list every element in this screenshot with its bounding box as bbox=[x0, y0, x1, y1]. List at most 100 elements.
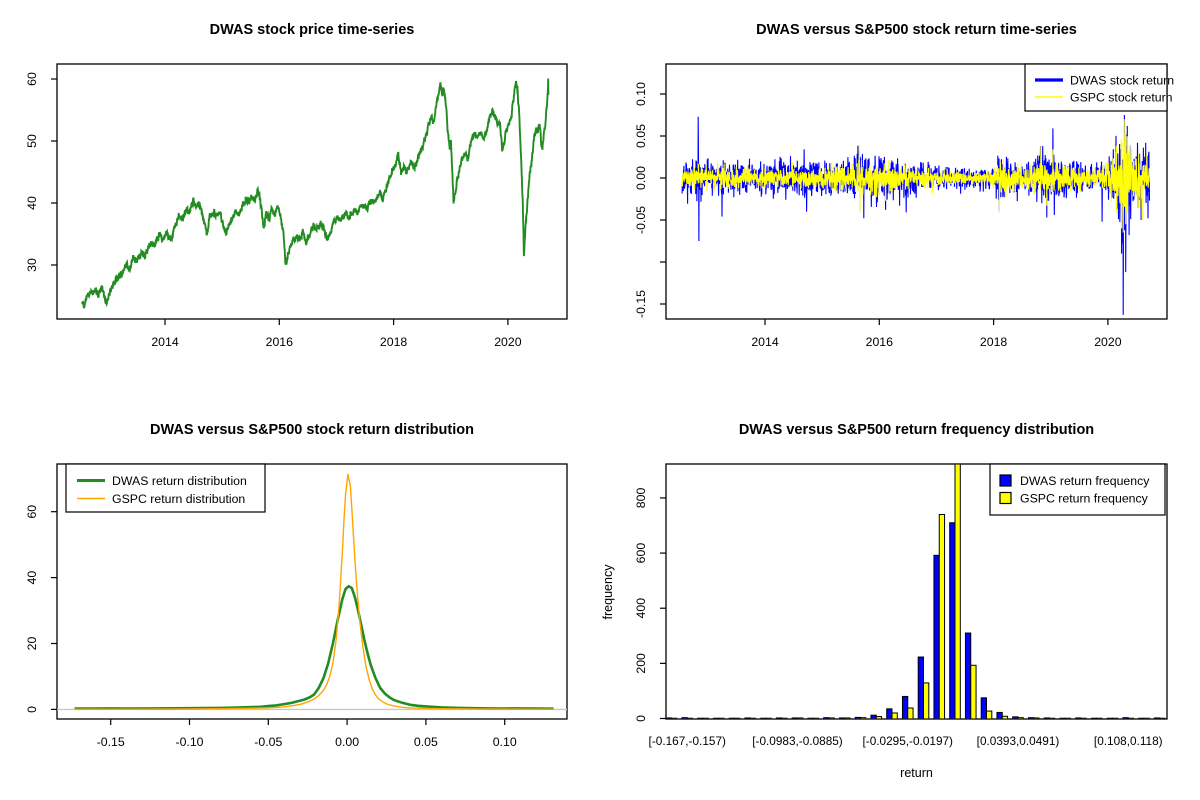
x-tick-label: 2014 bbox=[151, 335, 179, 349]
x-tick-label: 2020 bbox=[1094, 335, 1122, 349]
y-tick-label: 50 bbox=[25, 134, 39, 148]
dwas-frequency-bar bbox=[697, 717, 704, 719]
legend-label: DWAS return frequency bbox=[1020, 474, 1150, 488]
gspc-frequency-bar bbox=[970, 664, 977, 719]
y-tick-label: 30 bbox=[25, 258, 39, 272]
y-tick-label: 0.00 bbox=[634, 166, 648, 190]
gspc-frequency-bar bbox=[1064, 717, 1072, 719]
dwas-frequency-bar bbox=[760, 717, 767, 719]
gspc-frequency-bar bbox=[718, 717, 725, 719]
dwas-frequency-bar bbox=[1059, 717, 1066, 719]
chart-title-histogram: DWAS versus S&P500 return frequency dist… bbox=[738, 422, 1095, 438]
gspc-frequency-bar bbox=[781, 717, 788, 719]
x-bin-label: [-0.0295,-0.0197) bbox=[862, 734, 953, 748]
plot-border bbox=[56, 463, 568, 720]
legend-label: DWAS return distribution bbox=[112, 474, 247, 488]
gspc-frequency-bar bbox=[875, 716, 883, 719]
gspc-frequency-bar bbox=[1049, 717, 1056, 719]
x-bin-label: [0.0393,0.0491) bbox=[977, 734, 1060, 748]
gspc-frequency-bar bbox=[1017, 717, 1024, 719]
dwas-frequency-bar bbox=[791, 717, 798, 719]
dwas-frequency-bar bbox=[1138, 717, 1145, 719]
y-tick-label: 800 bbox=[634, 488, 648, 509]
x-bin-label: [0.108,0.118) bbox=[1094, 734, 1163, 748]
gspc-frequency-bar bbox=[938, 513, 946, 719]
gspc-frequency-bar bbox=[986, 710, 993, 719]
gspc-frequency-bar bbox=[860, 717, 867, 719]
gspc-frequency-bar bbox=[1080, 717, 1087, 719]
gspc-frequency-bar bbox=[1112, 717, 1119, 719]
y-tick-label: -0.05 bbox=[634, 206, 648, 234]
x-axis-label-return: return bbox=[900, 766, 933, 780]
plot-border bbox=[665, 463, 1168, 720]
panel-price-timeseries: DWAS stock price time-series 2014 2016 201… bbox=[0, 0, 600, 400]
gspc-frequency-bar bbox=[923, 682, 930, 719]
y-tick-label: 20 bbox=[25, 637, 39, 651]
x-tick-label: 0.05 bbox=[414, 735, 438, 749]
dwas-frequency-bar bbox=[886, 708, 893, 719]
gspc-frequency-bar bbox=[1127, 717, 1135, 719]
legend-box bbox=[65, 463, 266, 513]
dwas-return-series bbox=[681, 114, 1151, 315]
gspc-frequency-bar bbox=[907, 707, 914, 719]
dwas-frequency-bar bbox=[901, 695, 909, 719]
x-bin-label: [-0.167,-0.157) bbox=[649, 734, 726, 748]
x-tick-label: -0.05 bbox=[254, 735, 282, 749]
dwas-frequency-bar bbox=[775, 717, 783, 719]
x-tick-label: 2018 bbox=[380, 335, 408, 349]
dwas-frequency-bar bbox=[744, 717, 751, 719]
y-tick-label: 200 bbox=[634, 653, 648, 674]
y-tick-label: 60 bbox=[25, 72, 39, 86]
chart-title-price: DWAS stock price time-series bbox=[209, 22, 415, 38]
panel-return-timeseries: DWAS versus S&P500 stock return time-ser… bbox=[600, 0, 1200, 400]
gspc-frequency-bar bbox=[1096, 717, 1103, 719]
dwas-frequency-bar bbox=[1090, 717, 1098, 719]
return-timeseries-plot: 2014 2016 2018 2020 0.10 0.05 0.00 -0.05 -0.15 DW… bbox=[634, 63, 1174, 349]
chart-title-density: DWAS versus S&P500 stock return distribu… bbox=[150, 422, 474, 438]
panel-return-density: DWAS versus S&P500 stock return distribu… bbox=[0, 400, 600, 800]
x-tick-label: 2018 bbox=[980, 335, 1008, 349]
dwas-frequency-bar bbox=[1075, 717, 1082, 719]
x-tick-label: 2016 bbox=[866, 335, 894, 349]
gspc-frequency-bar bbox=[1033, 717, 1040, 719]
gspc-frequency-bar bbox=[702, 717, 709, 719]
gspc-frequency-bar bbox=[844, 717, 851, 719]
dwas-frequency-bar bbox=[728, 717, 735, 719]
legend-box bbox=[1024, 63, 1168, 112]
x-tick-label: 0.00 bbox=[335, 735, 359, 749]
dwas-frequency-bar bbox=[917, 656, 925, 719]
dwas-frequency-bar bbox=[964, 632, 972, 719]
dwas-frequency-bar bbox=[1153, 717, 1161, 719]
dwas-frequency-bar bbox=[949, 522, 956, 719]
return-histogram-plot: 0 200 400 600 800 [-0.167,-0.157) [-0.0983,-0.… bbox=[634, 463, 1168, 748]
x-bin-label: [-0.0983,-0.0885) bbox=[752, 734, 843, 748]
gspc-frequency-bar bbox=[686, 717, 694, 719]
y-tick-label: -0.15 bbox=[634, 290, 648, 318]
y-tick-label: 0.10 bbox=[634, 82, 648, 106]
x-tick-label: 2016 bbox=[266, 335, 294, 349]
gspc-frequency-bar bbox=[1001, 715, 1009, 719]
bar-groups bbox=[666, 464, 1166, 719]
x-tick-label: 2014 bbox=[751, 335, 779, 349]
x-tick-label: -0.10 bbox=[175, 735, 203, 749]
x-tick-label: -0.15 bbox=[97, 735, 125, 749]
legend-label: DWAS stock return bbox=[1070, 73, 1174, 87]
plot-border bbox=[665, 63, 1168, 320]
panel-return-histogram: DWAS versus S&P500 return frequency dist… bbox=[600, 400, 1200, 800]
gspc-frequency-bar bbox=[797, 717, 804, 719]
gspc-frequency-bar bbox=[1143, 717, 1150, 719]
gspc-frequency-bar bbox=[1159, 717, 1166, 719]
y-tick-label: 40 bbox=[25, 571, 39, 585]
legend-swatch bbox=[999, 491, 1012, 505]
dwas-frequency-bar bbox=[980, 697, 988, 719]
gspc-frequency-bar bbox=[812, 717, 820, 719]
gspc-return-series bbox=[681, 119, 1151, 233]
gspc-frequency-bar bbox=[954, 464, 961, 719]
y-tick-label: 60 bbox=[25, 505, 39, 519]
legend-swatch bbox=[999, 474, 1012, 487]
dwas-density-curve bbox=[74, 584, 554, 710]
gspc-frequency-bar bbox=[828, 717, 835, 719]
dwas-frequency-bar bbox=[933, 554, 940, 719]
y-tick-label: 600 bbox=[634, 543, 648, 564]
